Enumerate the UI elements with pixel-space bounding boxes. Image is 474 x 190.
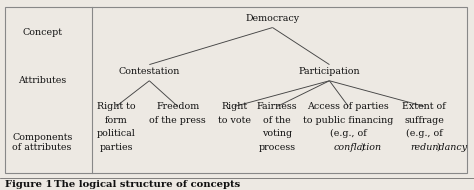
- Text: Attributes: Attributes: [18, 76, 67, 85]
- Text: political: political: [97, 129, 136, 138]
- Text: of the: of the: [264, 116, 291, 125]
- Text: The logical structure of concepts: The logical structure of concepts: [40, 180, 240, 189]
- Text: Figure 1: Figure 1: [5, 180, 52, 189]
- Text: Extent of: Extent of: [402, 102, 446, 111]
- Text: Right to: Right to: [97, 102, 136, 111]
- Text: conflation: conflation: [334, 143, 382, 152]
- Text: Fairness: Fairness: [257, 102, 298, 111]
- Text: process: process: [259, 143, 296, 152]
- Text: (e.g., of: (e.g., of: [330, 129, 367, 138]
- Text: Right: Right: [221, 102, 248, 111]
- Text: ): ): [436, 143, 440, 152]
- Text: parties: parties: [100, 143, 133, 152]
- Text: to vote: to vote: [218, 116, 251, 125]
- Text: Democracy: Democracy: [246, 13, 300, 23]
- Text: (e.g., of: (e.g., of: [406, 129, 443, 138]
- Text: form: form: [105, 116, 128, 125]
- Text: Freedom: Freedom: [156, 102, 200, 111]
- Text: to public financing: to public financing: [303, 116, 393, 125]
- Text: Components
of attributes: Components of attributes: [12, 133, 73, 152]
- Text: of the press: of the press: [149, 116, 206, 125]
- Text: Access of parties: Access of parties: [308, 102, 389, 111]
- Text: suffrage: suffrage: [404, 116, 444, 125]
- Bar: [5, 7, 467, 173]
- Text: Contestation: Contestation: [118, 67, 180, 76]
- Text: redundancy: redundancy: [410, 143, 467, 152]
- Text: Participation: Participation: [299, 67, 360, 76]
- Text: Concept: Concept: [23, 28, 63, 37]
- Text: ): ): [360, 143, 364, 152]
- Text: voting: voting: [262, 129, 292, 138]
